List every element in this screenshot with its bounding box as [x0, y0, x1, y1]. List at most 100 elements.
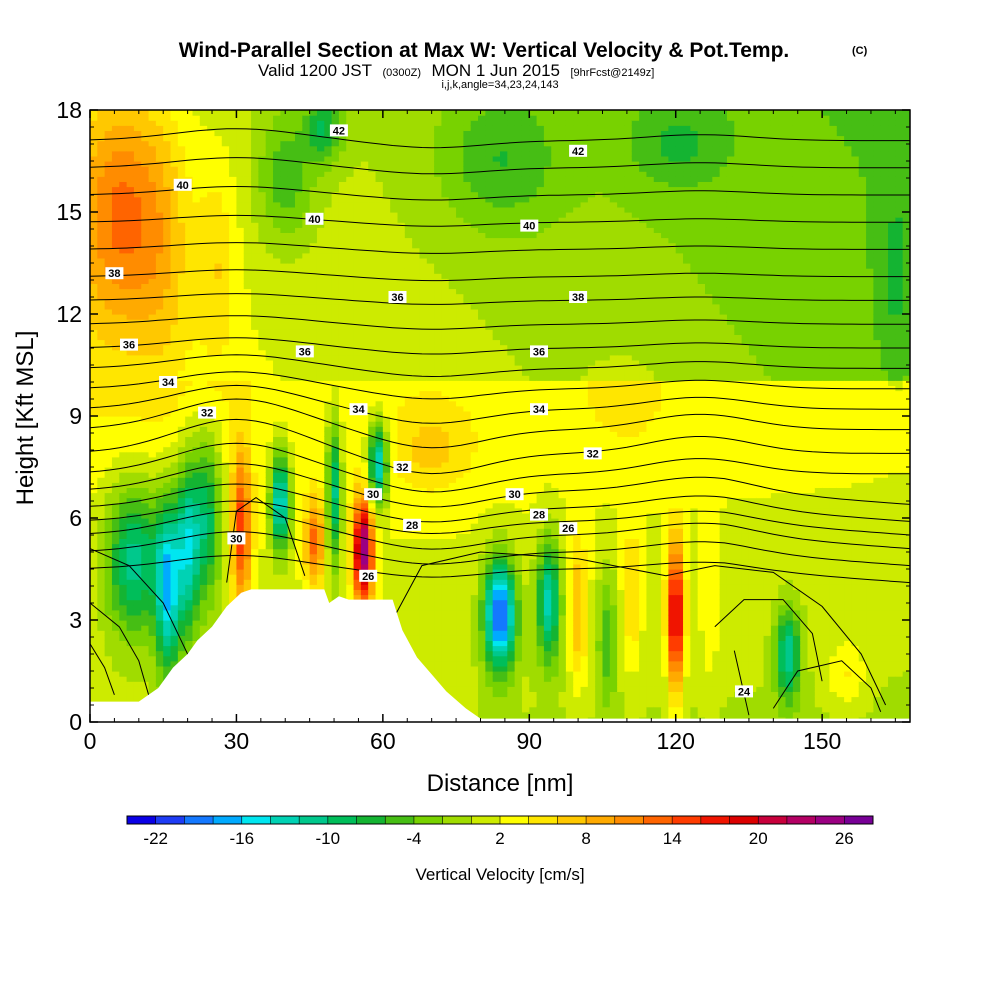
- w-cell: [185, 125, 194, 131]
- w-cell: [207, 528, 216, 534]
- w-cell: [177, 395, 186, 402]
- w-cell: [104, 589, 113, 596]
- w-cell: [155, 553, 164, 560]
- w-cell: [126, 676, 135, 682]
- w-cell: [251, 497, 259, 504]
- w-cell: [163, 349, 172, 356]
- w-cell: [258, 410, 267, 417]
- w-cell: [90, 293, 98, 300]
- w-cell: [185, 171, 194, 177]
- w-cell: [221, 487, 230, 494]
- w-cell: [104, 125, 113, 131]
- w-cell: [192, 548, 201, 555]
- w-cell: [368, 155, 377, 162]
- w-cell: [133, 257, 142, 264]
- w-cell: [126, 594, 135, 601]
- w-cell: [295, 166, 303, 172]
- w-cell: [141, 390, 150, 397]
- w-cell: [258, 548, 267, 555]
- w-cell: [316, 538, 325, 545]
- w-cell: [295, 574, 303, 580]
- w-cell: [148, 645, 157, 652]
- w-cell: [163, 115, 172, 121]
- w-cell: [185, 319, 194, 325]
- w-cell: [360, 523, 369, 529]
- w-cell: [324, 278, 333, 284]
- w-cell: [126, 370, 135, 376]
- w-cell: [155, 400, 164, 407]
- w-cell: [97, 201, 106, 208]
- w-cell: [265, 278, 274, 284]
- w-cell: [192, 395, 201, 402]
- w-cell: [141, 594, 150, 601]
- w-cell: [353, 263, 362, 269]
- w-cell: [214, 145, 223, 152]
- w-cell: [273, 130, 281, 137]
- w-cell: [295, 155, 303, 162]
- w-cell: [133, 518, 142, 524]
- w-cell: [346, 206, 355, 213]
- w-cell: [309, 543, 318, 550]
- w-cell: [221, 584, 230, 590]
- w-cell: [346, 161, 355, 167]
- w-cell: [119, 635, 128, 641]
- w-cell: [258, 344, 267, 351]
- w-cell: [316, 120, 325, 126]
- w-cell: [119, 217, 128, 223]
- w-cell: [295, 186, 303, 193]
- w-cell: [382, 293, 391, 300]
- w-cell: [360, 145, 369, 152]
- w-cell: [199, 324, 208, 330]
- w-cell: [273, 451, 281, 458]
- w-cell: [324, 120, 333, 126]
- w-cell: [111, 329, 120, 335]
- w-cell: [221, 354, 230, 361]
- w-cell: [338, 446, 347, 453]
- w-cell: [316, 278, 325, 284]
- w-cell: [368, 410, 377, 417]
- w-cell: [229, 115, 238, 121]
- w-cell: [287, 487, 296, 494]
- w-cell: [170, 528, 179, 534]
- w-cell: [302, 232, 311, 239]
- w-cell: [111, 125, 120, 131]
- w-cell: [368, 365, 377, 371]
- w-cell: [273, 252, 281, 259]
- w-cell: [221, 161, 230, 167]
- w-cell: [251, 329, 259, 335]
- w-cell: [207, 558, 216, 565]
- w-cell: [368, 436, 377, 443]
- w-cell: [287, 563, 296, 570]
- w-cell: [133, 334, 142, 341]
- w-cell: [346, 431, 355, 437]
- w-cell: [177, 247, 186, 254]
- w-cell: [104, 482, 113, 488]
- w-cell: [104, 395, 113, 402]
- w-cell: [287, 171, 296, 177]
- w-cell: [236, 482, 245, 488]
- w-cell: [331, 329, 340, 335]
- w-cell: [338, 354, 347, 361]
- w-cell: [287, 426, 296, 432]
- w-cell: [287, 206, 296, 213]
- w-cell: [243, 298, 252, 305]
- w-cell: [126, 614, 135, 621]
- w-cell: [338, 135, 347, 142]
- w-cell: [236, 456, 245, 463]
- w-cell: [302, 303, 311, 310]
- w-cell: [302, 390, 311, 397]
- w-cell: [170, 257, 179, 264]
- w-cell: [324, 298, 333, 305]
- w-cell: [287, 273, 296, 279]
- w-cell: [273, 303, 281, 310]
- w-cell: [221, 446, 230, 453]
- w-cell: [214, 558, 223, 565]
- w-cell: [119, 370, 128, 376]
- w-cell: [324, 130, 333, 137]
- w-cell: [309, 523, 318, 529]
- w-cell: [119, 686, 128, 692]
- w-cell: [141, 640, 150, 647]
- w-cell: [90, 237, 98, 244]
- w-cell: [133, 640, 142, 647]
- w-cell: [155, 467, 164, 473]
